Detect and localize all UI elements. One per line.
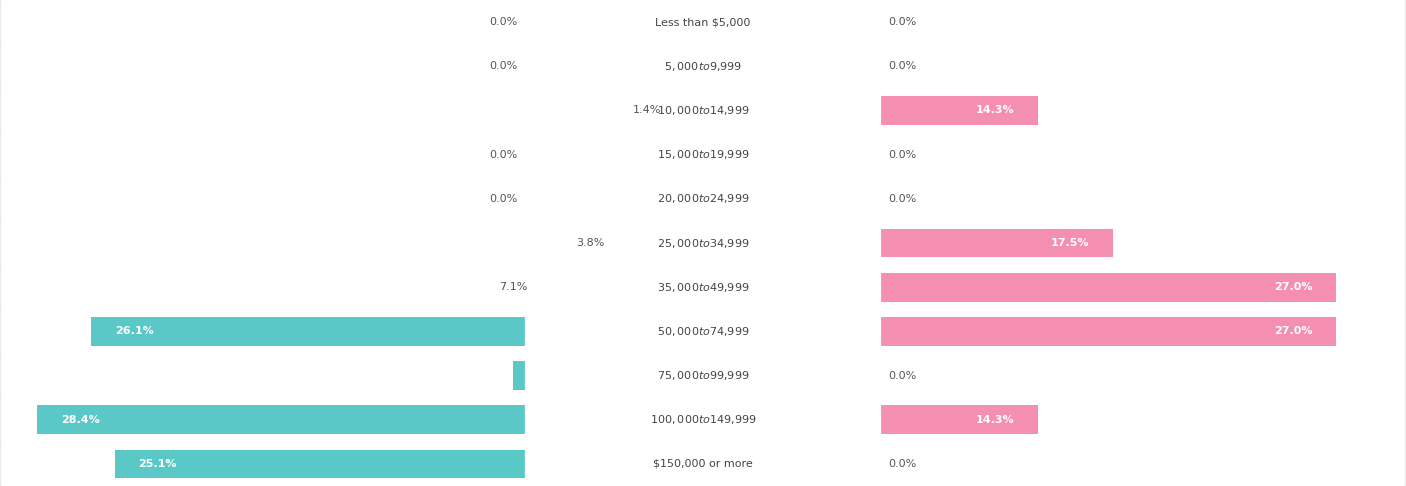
FancyBboxPatch shape (1, 307, 1405, 356)
Text: 0.0%: 0.0% (489, 61, 517, 71)
FancyBboxPatch shape (1, 174, 1405, 224)
Text: 0.0%: 0.0% (489, 194, 517, 204)
FancyBboxPatch shape (1, 262, 1405, 312)
Text: $150,000 or more: $150,000 or more (654, 459, 752, 469)
FancyBboxPatch shape (524, 48, 882, 85)
Text: 27.0%: 27.0% (1274, 282, 1312, 292)
FancyBboxPatch shape (524, 401, 882, 438)
Text: $15,000 to $19,999: $15,000 to $19,999 (657, 148, 749, 161)
Text: 7.1%: 7.1% (499, 282, 527, 292)
Text: $5,000 to $9,999: $5,000 to $9,999 (664, 60, 742, 73)
FancyBboxPatch shape (524, 224, 882, 262)
FancyBboxPatch shape (1, 395, 1405, 444)
Text: 3.8%: 3.8% (576, 238, 605, 248)
FancyBboxPatch shape (1, 0, 1405, 47)
FancyBboxPatch shape (1, 219, 1405, 267)
FancyBboxPatch shape (524, 445, 882, 483)
Text: $10,000 to $14,999: $10,000 to $14,999 (657, 104, 749, 117)
Text: $25,000 to $34,999: $25,000 to $34,999 (657, 237, 749, 249)
Bar (879, 405, 1038, 434)
Bar (91, 317, 527, 346)
FancyBboxPatch shape (1, 86, 1405, 135)
Text: $50,000 to $74,999: $50,000 to $74,999 (657, 325, 749, 338)
Text: 14.3%: 14.3% (976, 105, 1015, 116)
FancyBboxPatch shape (524, 3, 882, 41)
FancyBboxPatch shape (524, 268, 882, 306)
Bar (879, 273, 1336, 301)
Text: 0.0%: 0.0% (489, 17, 517, 27)
Text: 17.5%: 17.5% (1052, 238, 1090, 248)
Text: 0.0%: 0.0% (889, 17, 917, 27)
Text: 27.0%: 27.0% (1274, 327, 1312, 336)
Text: $100,000 to $149,999: $100,000 to $149,999 (650, 413, 756, 426)
FancyBboxPatch shape (1, 42, 1405, 91)
Text: 14.3%: 14.3% (976, 415, 1015, 425)
FancyBboxPatch shape (524, 312, 882, 350)
Bar (879, 96, 1038, 125)
Text: 0.0%: 0.0% (889, 194, 917, 204)
Text: 0.0%: 0.0% (889, 150, 917, 159)
Text: $75,000 to $99,999: $75,000 to $99,999 (657, 369, 749, 382)
FancyBboxPatch shape (524, 136, 882, 174)
Text: $20,000 to $24,999: $20,000 to $24,999 (657, 192, 749, 205)
Bar (879, 228, 1114, 258)
Text: 28.4%: 28.4% (60, 415, 100, 425)
Text: 0.0%: 0.0% (489, 150, 517, 159)
Text: 0.0%: 0.0% (889, 61, 917, 71)
Bar (115, 450, 527, 478)
FancyBboxPatch shape (524, 92, 882, 129)
Text: 26.1%: 26.1% (115, 327, 153, 336)
Bar (513, 361, 527, 390)
FancyBboxPatch shape (524, 180, 882, 218)
Text: 8.1%: 8.1% (537, 370, 568, 381)
FancyBboxPatch shape (524, 357, 882, 394)
Text: 0.0%: 0.0% (889, 459, 917, 469)
Bar (38, 405, 527, 434)
Bar (879, 317, 1336, 346)
FancyBboxPatch shape (1, 351, 1405, 400)
Text: Less than $5,000: Less than $5,000 (655, 17, 751, 27)
Text: 1.4%: 1.4% (633, 105, 661, 116)
Text: 25.1%: 25.1% (138, 459, 177, 469)
Text: $35,000 to $49,999: $35,000 to $49,999 (657, 281, 749, 294)
FancyBboxPatch shape (1, 130, 1405, 179)
Text: 0.0%: 0.0% (889, 370, 917, 381)
FancyBboxPatch shape (1, 439, 1405, 486)
